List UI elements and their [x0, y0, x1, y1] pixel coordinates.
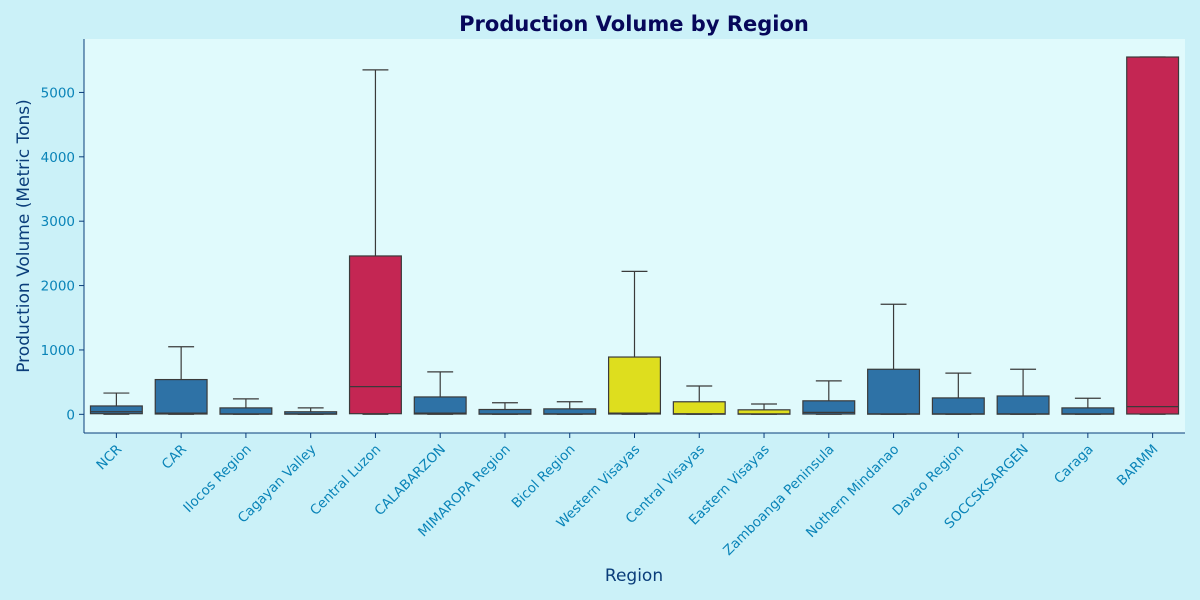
- box-8: [543, 401, 597, 415]
- x-axis-label: Region: [605, 566, 663, 586]
- x-tick-label: Bicol Region: [509, 442, 579, 512]
- box-7: [478, 402, 532, 415]
- x-tick-label: BARMM: [1114, 442, 1162, 490]
- box-11: [737, 403, 791, 415]
- box-12: [802, 380, 856, 415]
- box-2: [154, 346, 208, 415]
- box-body: [867, 368, 921, 415]
- y-tick-label: 2000: [41, 279, 75, 295]
- y-tick-label: 4000: [41, 150, 75, 166]
- box-body: [672, 401, 726, 415]
- y-tick-label: 0: [66, 407, 75, 423]
- box-body: [931, 397, 985, 415]
- box-4: [284, 407, 338, 415]
- boxes-layer: [89, 56, 1180, 415]
- y-tick-label: 1000: [41, 343, 75, 359]
- box-body: [413, 396, 467, 415]
- box-16: [1061, 397, 1115, 415]
- box-body: [607, 356, 662, 415]
- box-body: [154, 378, 208, 415]
- x-tick-label: CAR: [159, 442, 190, 473]
- box-body: [802, 400, 856, 415]
- box-body: [1126, 56, 1180, 415]
- box-13: [867, 303, 921, 415]
- box-14: [931, 372, 985, 415]
- x-tick-label: Caraga: [1051, 442, 1097, 488]
- y-ticks: 0 1000 2000 3000 4000 5000: [41, 85, 84, 423]
- box-9: [607, 270, 662, 415]
- box-5: [348, 69, 402, 415]
- x-tick-label: NCR: [93, 442, 125, 474]
- x-tick-label: Zamboanga Peninsula: [720, 442, 837, 559]
- y-axis-label: Production Volume (Metric Tons): [14, 99, 34, 373]
- box-3: [219, 398, 273, 415]
- box-body: [348, 255, 402, 415]
- box-6: [413, 371, 467, 415]
- box-15: [996, 368, 1050, 415]
- box-17: [1126, 56, 1180, 415]
- box-10: [672, 385, 726, 415]
- box-1: [89, 392, 143, 415]
- box-body: [89, 405, 143, 415]
- box-body: [996, 395, 1050, 415]
- y-tick-label: 3000: [41, 214, 75, 230]
- y-tick-label: 5000: [41, 85, 75, 101]
- chart-title: Production Volume by Region: [459, 12, 809, 36]
